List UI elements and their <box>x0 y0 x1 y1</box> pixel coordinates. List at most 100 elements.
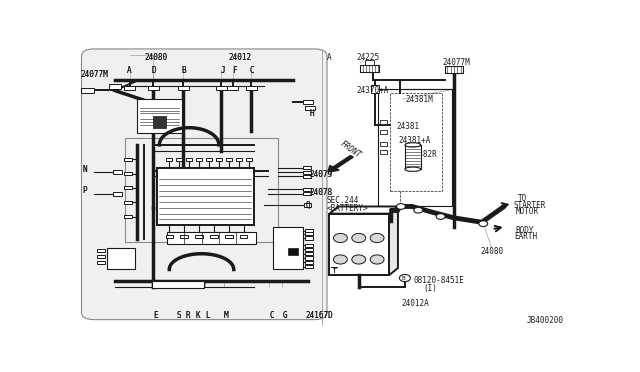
Text: A: A <box>326 53 331 62</box>
Bar <box>303 175 311 178</box>
Bar <box>216 86 227 90</box>
Text: F: F <box>232 66 237 75</box>
Text: P: P <box>83 186 87 195</box>
Text: N: N <box>83 165 87 174</box>
Text: A: A <box>127 66 132 75</box>
Text: 24381+A: 24381+A <box>399 136 431 145</box>
Bar <box>371 85 379 93</box>
Text: FRONT: FRONT <box>339 139 362 160</box>
Bar <box>97 261 105 264</box>
Text: 24080: 24080 <box>481 247 504 256</box>
Bar <box>305 261 313 264</box>
Bar <box>390 93 442 191</box>
Bar <box>113 170 122 174</box>
Bar <box>124 172 132 175</box>
Text: G: G <box>282 311 287 320</box>
Bar <box>97 255 105 258</box>
Bar <box>124 158 132 161</box>
Bar <box>166 235 173 238</box>
Text: 24078: 24078 <box>309 187 332 197</box>
Text: D: D <box>152 66 157 75</box>
Text: R: R <box>186 311 190 320</box>
Bar <box>225 235 232 238</box>
Bar <box>305 256 313 260</box>
Ellipse shape <box>405 143 420 147</box>
Text: 24382R: 24382R <box>410 150 438 158</box>
Text: 24370+A: 24370+A <box>356 86 389 95</box>
Bar <box>210 235 218 238</box>
Text: 24167D: 24167D <box>306 311 333 320</box>
Bar <box>303 100 312 104</box>
Text: M: M <box>224 311 228 320</box>
Bar <box>124 86 135 90</box>
Text: STARTER: STARTER <box>514 201 547 209</box>
Text: M: M <box>224 311 228 320</box>
Text: J: J <box>220 66 225 75</box>
Text: 24012: 24012 <box>229 53 252 62</box>
Bar <box>125 138 278 242</box>
Text: SEC.244: SEC.244 <box>326 196 359 205</box>
Text: 24080: 24080 <box>145 53 168 62</box>
Bar <box>109 84 121 89</box>
FancyArrow shape <box>328 155 353 172</box>
Bar <box>303 166 311 169</box>
Bar <box>305 229 313 232</box>
Bar <box>124 201 132 204</box>
FancyBboxPatch shape <box>81 49 327 320</box>
Bar <box>305 252 313 255</box>
Text: 24078: 24078 <box>309 187 332 197</box>
Bar <box>154 116 166 128</box>
Text: Q: Q <box>306 201 310 209</box>
Bar <box>206 158 212 161</box>
Bar <box>227 86 238 90</box>
Bar <box>303 170 311 174</box>
Text: G: G <box>282 311 287 320</box>
Text: Q: Q <box>306 201 310 209</box>
Bar <box>246 158 252 161</box>
Bar <box>273 227 303 269</box>
Bar <box>405 145 420 169</box>
Text: 08120-8451E: 08120-8451E <box>413 276 464 285</box>
Ellipse shape <box>370 233 384 243</box>
Text: 24080: 24080 <box>145 53 168 62</box>
Text: D: D <box>152 66 157 75</box>
Bar <box>152 281 204 288</box>
Bar <box>303 192 311 195</box>
Text: S: S <box>177 311 181 320</box>
Bar <box>380 120 387 124</box>
Text: EARTH: EARTH <box>514 232 537 241</box>
Polygon shape <box>330 206 398 214</box>
Text: C: C <box>250 66 254 75</box>
Bar <box>108 248 134 269</box>
Bar <box>113 192 122 196</box>
Text: MOTOR: MOTOR <box>515 207 539 216</box>
Text: H: H <box>309 109 314 118</box>
Text: C: C <box>250 66 254 75</box>
Bar <box>124 215 132 218</box>
Text: C: C <box>269 311 274 320</box>
Bar <box>305 248 313 251</box>
Text: 24079: 24079 <box>309 170 332 179</box>
Ellipse shape <box>414 207 423 213</box>
Bar <box>305 237 313 240</box>
Bar <box>380 142 387 146</box>
Ellipse shape <box>396 203 405 209</box>
Bar <box>240 235 248 238</box>
Bar <box>157 168 253 225</box>
Bar <box>380 150 387 154</box>
Bar <box>178 86 189 90</box>
Text: B: B <box>182 66 186 75</box>
Text: 24381: 24381 <box>396 122 420 131</box>
Bar <box>380 130 387 134</box>
Text: B: B <box>182 66 186 75</box>
Text: 24012A: 24012A <box>401 299 429 308</box>
Text: B: B <box>401 276 404 280</box>
Bar <box>195 235 203 238</box>
Bar <box>305 265 313 268</box>
Bar <box>166 158 172 161</box>
Text: E: E <box>154 311 158 320</box>
Bar <box>305 106 315 110</box>
Bar <box>124 186 132 189</box>
Text: 24381M: 24381M <box>406 95 434 104</box>
Text: <BATTERY>: <BATTERY> <box>326 204 368 213</box>
